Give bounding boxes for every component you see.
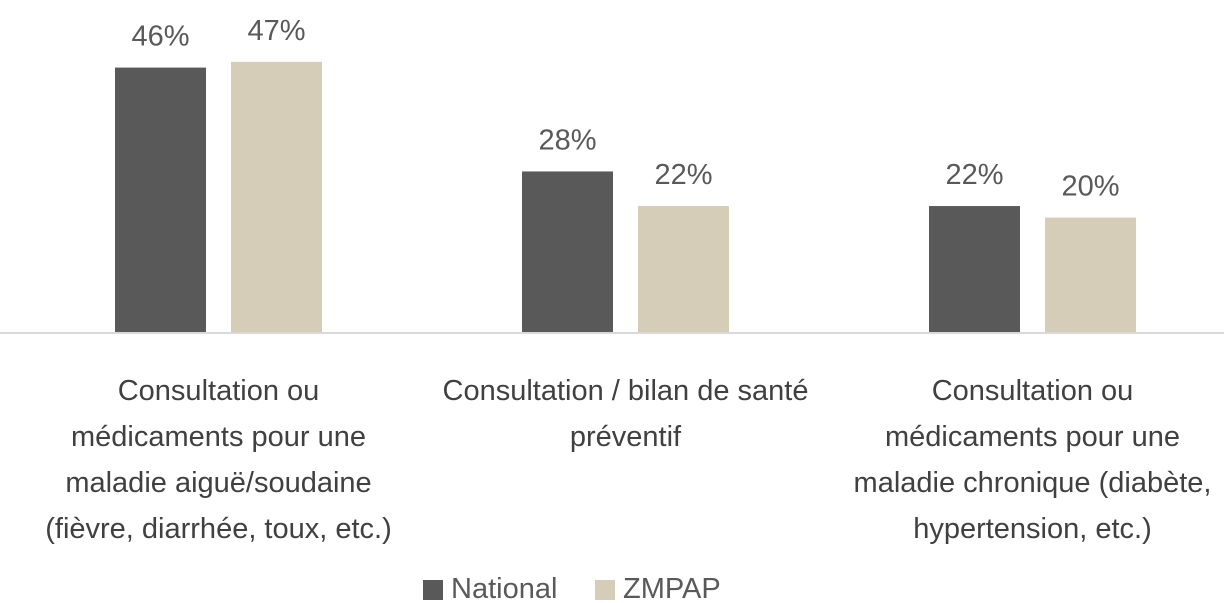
legend-item: ZMPAP bbox=[595, 573, 721, 603]
bar bbox=[522, 171, 613, 333]
legend-label: National bbox=[451, 573, 558, 603]
x-tick-label: Consultation ou médicaments pour une mal… bbox=[853, 375, 1212, 545]
x-tick-label: Consultation / bilan de santé préventif bbox=[442, 375, 809, 453]
value-label: 22% bbox=[654, 159, 712, 191]
bar bbox=[231, 61, 322, 334]
value-label: 47% bbox=[247, 15, 305, 47]
legend-swatch bbox=[423, 579, 443, 600]
value-label: 28% bbox=[538, 124, 596, 156]
value-label: 22% bbox=[945, 159, 1003, 191]
x-tick-label: Consultation ou médicaments pour une mal… bbox=[45, 375, 392, 545]
value-label: 46% bbox=[131, 21, 189, 53]
bar bbox=[115, 67, 206, 333]
bar bbox=[638, 206, 729, 333]
value-label: 20% bbox=[1061, 171, 1119, 203]
legend-label: ZMPAP bbox=[623, 573, 721, 603]
legend-swatch bbox=[595, 579, 615, 600]
legend-item: National bbox=[423, 573, 557, 603]
bar bbox=[1045, 217, 1136, 333]
bar bbox=[929, 206, 1020, 333]
